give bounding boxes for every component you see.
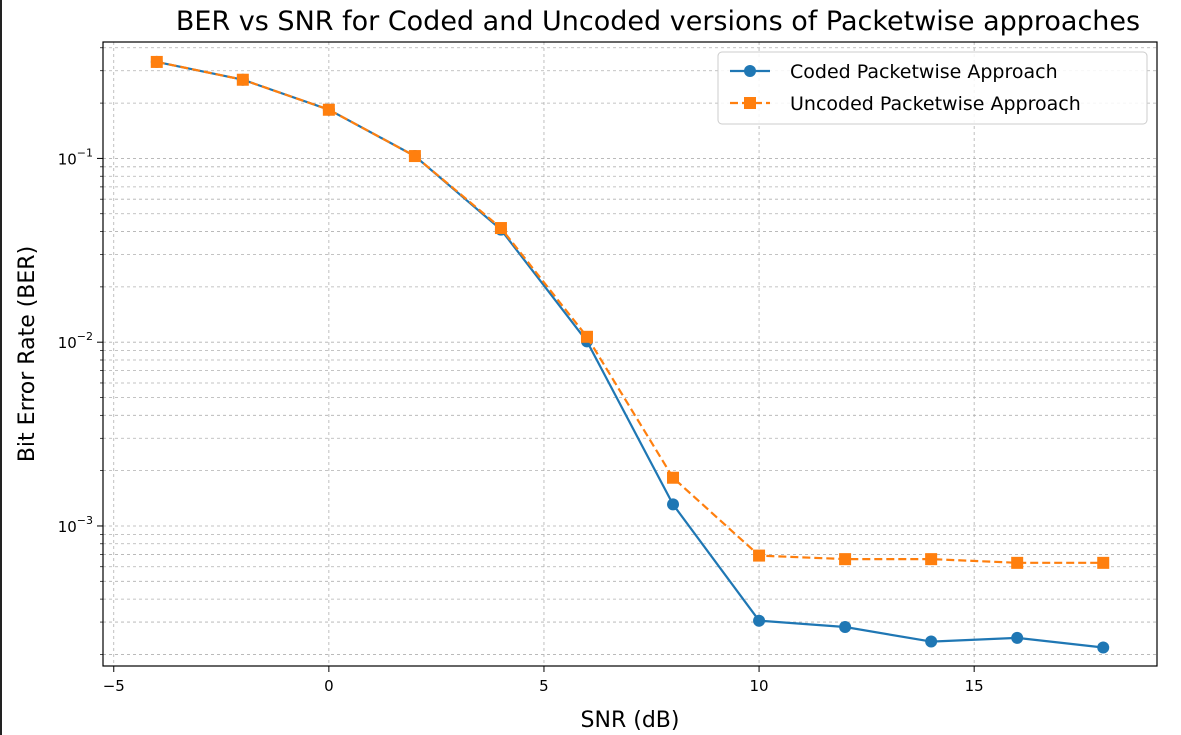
square-marker	[150, 55, 163, 68]
square-marker	[408, 150, 421, 163]
legend: Coded Packetwise Approach Uncoded Packetw…	[717, 51, 1148, 125]
x-tick-label: 0	[324, 677, 334, 695]
legend-square-marker	[744, 97, 756, 109]
x-axis-label: SNR (dB)	[581, 708, 680, 733]
square-marker	[839, 553, 852, 566]
square-marker	[925, 553, 938, 566]
series-2	[150, 55, 1110, 569]
legend-item: Uncoded Packetwise Approach	[730, 93, 1081, 115]
square-marker	[1097, 556, 1110, 569]
square-marker	[236, 73, 249, 86]
legend-label: Uncoded Packetwise Approach	[790, 93, 1081, 115]
square-marker	[1011, 556, 1024, 569]
square-marker	[667, 471, 680, 484]
legend-box	[717, 51, 1148, 125]
chart-title: BER vs SNR for Coded and Uncoded version…	[176, 6, 1140, 37]
x-tick-label: 15	[965, 677, 984, 695]
circle-marker	[1011, 631, 1024, 644]
legend-item: Coded Packetwise Approach	[730, 61, 1058, 83]
plot-frame	[102, 41, 1158, 667]
circle-marker	[839, 621, 852, 634]
axis-ticks: −5 0 5 10 15 10−1 10−2 10−3	[58, 47, 984, 695]
square-marker	[494, 222, 507, 235]
x-tick-label: 10	[750, 677, 769, 695]
series-line	[156, 60, 1104, 564]
grid	[103, 42, 1157, 666]
series-1	[150, 55, 1110, 654]
circle-marker	[925, 635, 938, 648]
series-layer	[150, 55, 1110, 654]
circle-marker	[1097, 641, 1110, 654]
legend-circle-marker	[744, 65, 756, 77]
square-marker	[753, 549, 766, 562]
square-marker	[322, 103, 335, 116]
legend-label: Coded Packetwise Approach	[790, 61, 1058, 83]
window-edge	[0, 0, 2, 735]
circle-marker	[753, 614, 766, 627]
x-tick-label: −5	[103, 677, 125, 695]
y-axis-label: Bit Error Rate (BER)	[15, 246, 40, 462]
y-tick-label: 10−2	[58, 330, 93, 352]
circle-marker	[667, 498, 680, 511]
square-marker	[580, 330, 593, 343]
y-tick-label: 10−1	[58, 146, 93, 168]
x-tick-label: 5	[539, 677, 549, 695]
y-tick-label: 10−3	[58, 514, 93, 536]
